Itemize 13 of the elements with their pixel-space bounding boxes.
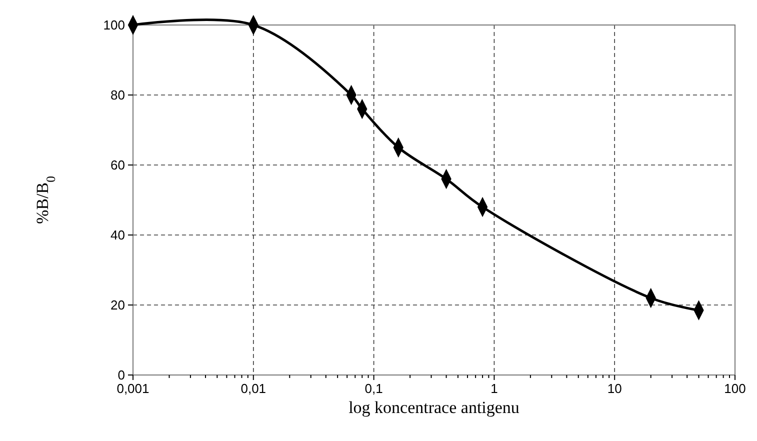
x-tick-label: 100 <box>724 381 746 396</box>
x-tick-label: 1 <box>490 381 498 396</box>
x-axis-title: log koncentrace antigenu <box>348 398 520 417</box>
x-tick-label: 0,001 <box>116 381 150 396</box>
x-tick-label: 0,1 <box>364 381 383 396</box>
y-tick-label: 100 <box>103 18 125 32</box>
y-tick-label: 20 <box>110 298 125 312</box>
y-tick-label: 40 <box>110 228 125 242</box>
x-tick-label: 10 <box>607 381 622 396</box>
y-tick-label: 80 <box>110 88 125 102</box>
y-tick-label: 60 <box>110 158 125 172</box>
y-tick-label: 0 <box>118 368 125 382</box>
x-tick-label: 0,01 <box>240 381 266 396</box>
